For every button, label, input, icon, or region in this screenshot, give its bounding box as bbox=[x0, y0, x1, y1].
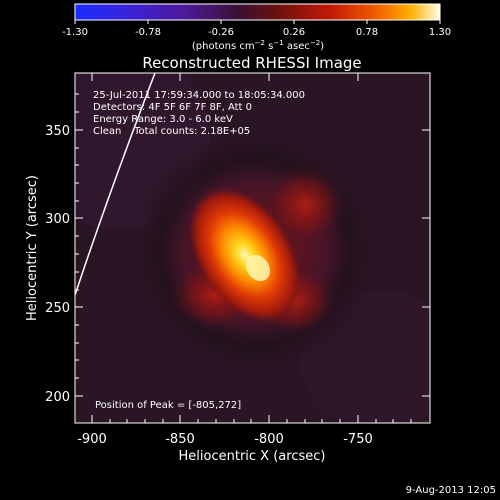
x-tick-label: -850 bbox=[165, 432, 195, 447]
x-tick-label: -900 bbox=[77, 432, 107, 447]
colorbar-units-label: (photons cm−2 s−1 asec−2) bbox=[192, 39, 324, 52]
solar-limb-line bbox=[75, 73, 156, 296]
x-axis-title: Heliocentric X (arcsec) bbox=[179, 449, 326, 464]
colorbar-tick-label: -0.78 bbox=[135, 27, 161, 38]
colorbar-tick-label: 0.26 bbox=[283, 27, 305, 38]
x-tick-label: -800 bbox=[254, 432, 284, 447]
y-tick-label: 300 bbox=[45, 212, 70, 227]
peak-emission bbox=[245, 254, 271, 282]
footer-date: 9-Aug-2013 12:05 bbox=[406, 485, 496, 496]
colorbar-tick-label: 1.30 bbox=[429, 27, 451, 38]
plot-title: Reconstructed RHESSI Image bbox=[142, 54, 361, 72]
info-detectors: Detectors: 4F 5F 6F 7F 8F, Att 0 bbox=[93, 102, 252, 113]
info-time-range: 25-Jul-2011 17:59:34.000 to 18:05:34.000 bbox=[93, 90, 305, 101]
plot-axes bbox=[74, 72, 431, 424]
colorbar-gradient bbox=[74, 3, 441, 21]
colorbar-tick-label: 0.78 bbox=[356, 27, 378, 38]
y-axis-title: Heliocentric Y (arcsec) bbox=[25, 175, 40, 321]
peak-position-label: Position of Peak = [-805,272] bbox=[95, 400, 241, 411]
colorbar: -1.30 -0.78 -0.26 0.26 0.78 1.30 (photon… bbox=[62, 3, 451, 52]
colorbar-tick-label: -1.30 bbox=[62, 27, 88, 38]
y-tick-label: 250 bbox=[45, 301, 70, 316]
info-energy-range: Energy Range: 3.0 - 6.0 keV bbox=[93, 114, 233, 125]
info-clean-counts: Clean Total counts: 2.18E+05 bbox=[93, 126, 250, 137]
y-tick-label: 350 bbox=[45, 124, 70, 139]
y-tick-label: 200 bbox=[45, 390, 70, 405]
rhessi-image-map bbox=[75, 73, 430, 423]
x-tick-label: -750 bbox=[343, 432, 373, 447]
colorbar-tick-label: -0.26 bbox=[208, 27, 234, 38]
